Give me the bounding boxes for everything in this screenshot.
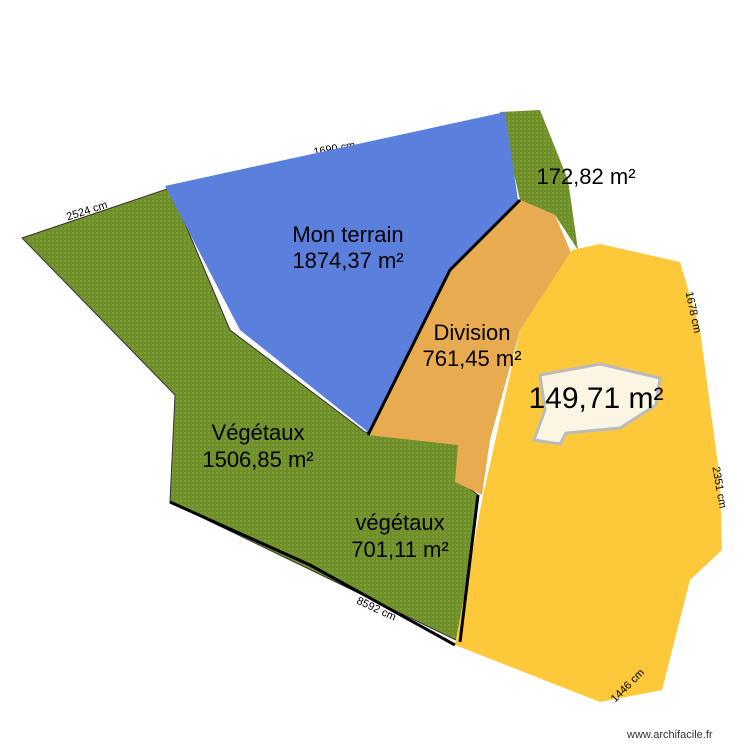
zone-small-veg — [500, 110, 578, 250]
zone-area: 1506,85 m² — [202, 447, 313, 472]
zone-label: Division — [433, 320, 510, 345]
zone-label: Mon terrain — [292, 222, 403, 247]
boundary — [458, 494, 480, 643]
zone-terrain — [165, 112, 518, 432]
boundary — [366, 198, 522, 436]
watermark: www.archifacile.fr — [626, 729, 713, 741]
zone-area: 172,82 m² — [536, 164, 635, 189]
building — [531, 362, 662, 446]
zone-label: végétaux — [355, 510, 444, 535]
zone-area: 149,71 m² — [528, 382, 663, 415]
zone-area: 1874,37 m² — [292, 248, 403, 273]
zone-division — [368, 200, 572, 495]
zone-area: 761,45 m² — [422, 346, 521, 371]
zone-label: Végétaux — [212, 420, 305, 445]
zone-area: 701,11 m² — [351, 537, 448, 562]
zone-yellow — [455, 244, 722, 702]
boundary — [169, 500, 456, 647]
